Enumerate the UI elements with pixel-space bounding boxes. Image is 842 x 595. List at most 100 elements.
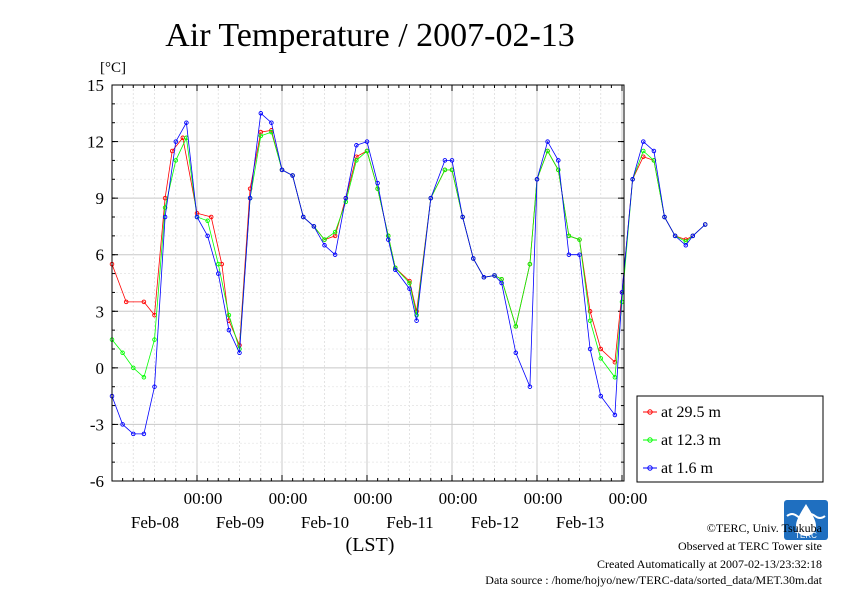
x-tick-date: Feb-10 (301, 513, 349, 532)
y-tick-label: 12 (87, 133, 104, 152)
y-tick-label: 6 (96, 246, 105, 265)
data-point (152, 384, 157, 389)
legend-box (636, 395, 824, 483)
data-point (311, 224, 317, 229)
data-point (194, 214, 200, 220)
series-line (111, 129, 706, 364)
data-point (173, 158, 179, 163)
data-point (162, 214, 168, 220)
x-axis-ticks: 00:00 Feb-08 00:00 Feb-09 00:00 Feb-10 00:00 Fe… (122, 85, 648, 532)
y-tick-label: -6 (90, 472, 104, 491)
data-point (269, 120, 274, 125)
data-point (343, 195, 349, 201)
data-point (545, 139, 550, 144)
data-point (513, 324, 519, 329)
data-point (375, 186, 380, 191)
data-point (414, 312, 419, 318)
data-point (322, 237, 327, 242)
data-point (702, 222, 708, 227)
x-tick-date: Feb-11 (386, 513, 434, 532)
data-point (630, 177, 635, 182)
data-point (354, 143, 359, 148)
data-point (449, 158, 455, 163)
series-2 (109, 111, 708, 437)
data-point (247, 195, 253, 201)
data-point (641, 148, 646, 154)
x-tick-date: Feb-09 (216, 513, 264, 532)
data-point (364, 148, 370, 154)
series-0 (109, 128, 708, 365)
x-tick-time: 00:00 (269, 489, 308, 508)
legend-label: at 12.3 m (661, 432, 722, 449)
legend-label: at 1.6 m (661, 460, 714, 477)
data-point (120, 422, 125, 427)
data-point (690, 233, 696, 239)
data-point (173, 139, 179, 144)
data-point (141, 375, 147, 380)
data-point (598, 393, 604, 399)
data-point (237, 350, 242, 356)
data-point (258, 111, 264, 116)
data-point (226, 312, 232, 318)
data-point (545, 148, 550, 154)
data-point (587, 309, 593, 314)
legend-swatch-marker (647, 465, 653, 471)
x-tick-time: 00:00 (439, 489, 478, 508)
data-point (499, 280, 504, 286)
data-point (393, 267, 398, 273)
data-point (364, 139, 370, 144)
x-tick-date: Feb-12 (471, 513, 519, 532)
data-point (481, 275, 487, 280)
data-point (577, 237, 582, 242)
data-point (566, 252, 572, 257)
legend-label: at 29.5 m (661, 404, 722, 421)
data-point (162, 205, 168, 210)
data-point (442, 167, 448, 173)
x-tick-time: 00:00 (354, 489, 393, 508)
data-point (332, 252, 338, 257)
data-point (556, 167, 561, 173)
data-point (683, 243, 689, 248)
y-tick-label: 15 (87, 76, 104, 95)
data-point (205, 233, 210, 239)
y-tick-label: 3 (96, 302, 105, 321)
y-axis-ticks: 15 12 9 6 3 0 -3 -6 (87, 76, 624, 491)
data-point (322, 243, 327, 248)
footer-copyright: ©TERC, Univ. Tsukuba (706, 521, 822, 535)
data-point (131, 365, 136, 371)
data-point (123, 299, 129, 305)
x-tick-time: 00:00 (184, 489, 223, 508)
data-point (152, 337, 157, 342)
data-point (672, 233, 678, 239)
legend-swatch-marker (647, 437, 653, 443)
data-point (414, 318, 419, 323)
data-point (641, 139, 646, 144)
data-point (407, 286, 412, 291)
data-point (471, 256, 476, 261)
data-point (205, 218, 210, 224)
data-point (226, 327, 232, 333)
data-point (184, 120, 189, 125)
footer-observed: Observed at TERC Tower site (677, 539, 822, 553)
data-point (141, 431, 147, 437)
data-point (332, 229, 338, 235)
series-line (111, 131, 706, 379)
terc-logo: TERC (784, 500, 828, 540)
data-point (598, 356, 604, 361)
x-tick-time: 00:00 (609, 489, 648, 508)
data-point (407, 280, 412, 286)
grid-lines (112, 85, 624, 481)
y-tick-label: 9 (96, 189, 105, 208)
data-point (169, 148, 175, 154)
legend-swatch-marker (647, 409, 653, 415)
data-point (662, 214, 667, 220)
x-tick-date: Feb-13 (556, 513, 604, 532)
legend: at 29.5 m at 12.3 m at 1.6 m (636, 395, 824, 483)
data-point (598, 346, 604, 352)
data-point (556, 158, 561, 163)
y-tick-label: 0 (96, 359, 105, 378)
footer-source: Data source : /home/hojyo/new/TERC-data/… (485, 573, 822, 587)
data-point (428, 195, 434, 201)
data-point (141, 299, 147, 305)
